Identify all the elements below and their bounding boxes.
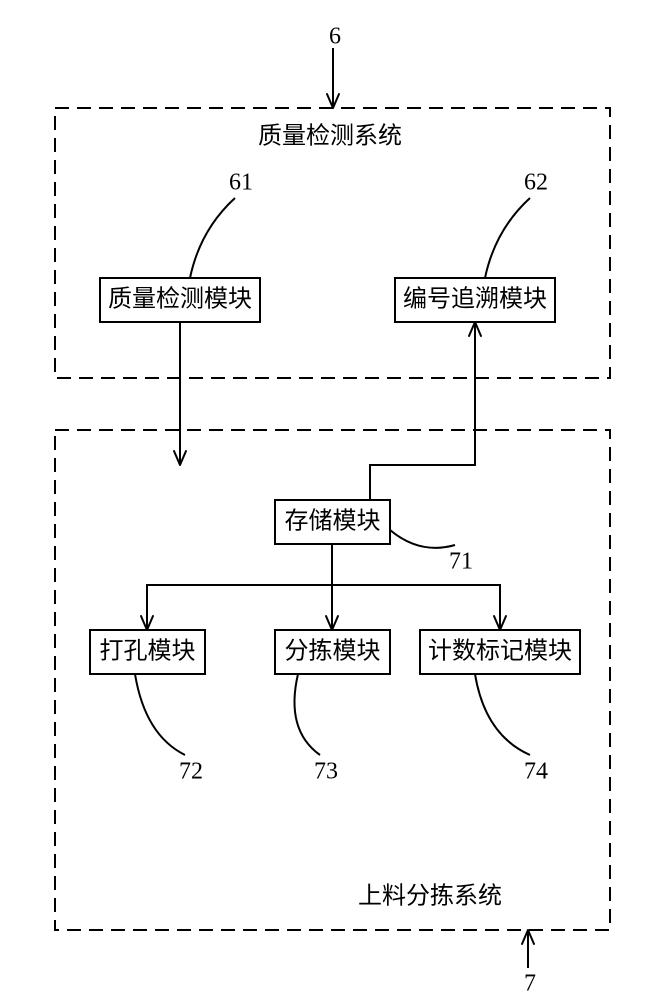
node-store-label: 存储模块 (285, 508, 381, 535)
node-trace-label: 编号追溯模块 (403, 286, 547, 313)
node-quality-label: 质量检测模块 (108, 286, 252, 313)
system-title-bottom: 上料分拣系统 (358, 883, 502, 910)
ref-label-bottom: 7 (524, 971, 536, 997)
system-title-top: 质量检测系统 (258, 123, 402, 150)
ref-num-quality: 61 (229, 170, 253, 196)
leader-punch (135, 674, 185, 755)
leader-store (390, 530, 455, 548)
ref-num-punch: 72 (179, 759, 203, 785)
edge-store-counter (332, 544, 500, 630)
leader-quality (190, 198, 235, 278)
node-sort-label: 分拣模块 (285, 638, 381, 665)
ref-num-trace: 62 (524, 170, 548, 196)
edge-store-punch (147, 544, 332, 630)
ref-label-top: 6 (329, 24, 341, 50)
edge-store-trace (370, 322, 475, 500)
node-counter-label: 计数标记模块 (428, 638, 572, 665)
diagram-canvas: 质量检测系统 6 上料分拣系统 7 质量检测模块 编号追溯模块存储模块打孔模块 分拣模块 计数… (0, 0, 661, 1000)
leader-counter (475, 674, 530, 755)
leader-trace (485, 198, 530, 278)
leader-sort (294, 674, 320, 755)
ref-num-sort: 73 (314, 759, 338, 785)
ref-num-counter: 74 (524, 759, 548, 785)
ref-num-store: 71 (449, 549, 473, 575)
node-punch-label: 打孔模块 (100, 638, 196, 665)
